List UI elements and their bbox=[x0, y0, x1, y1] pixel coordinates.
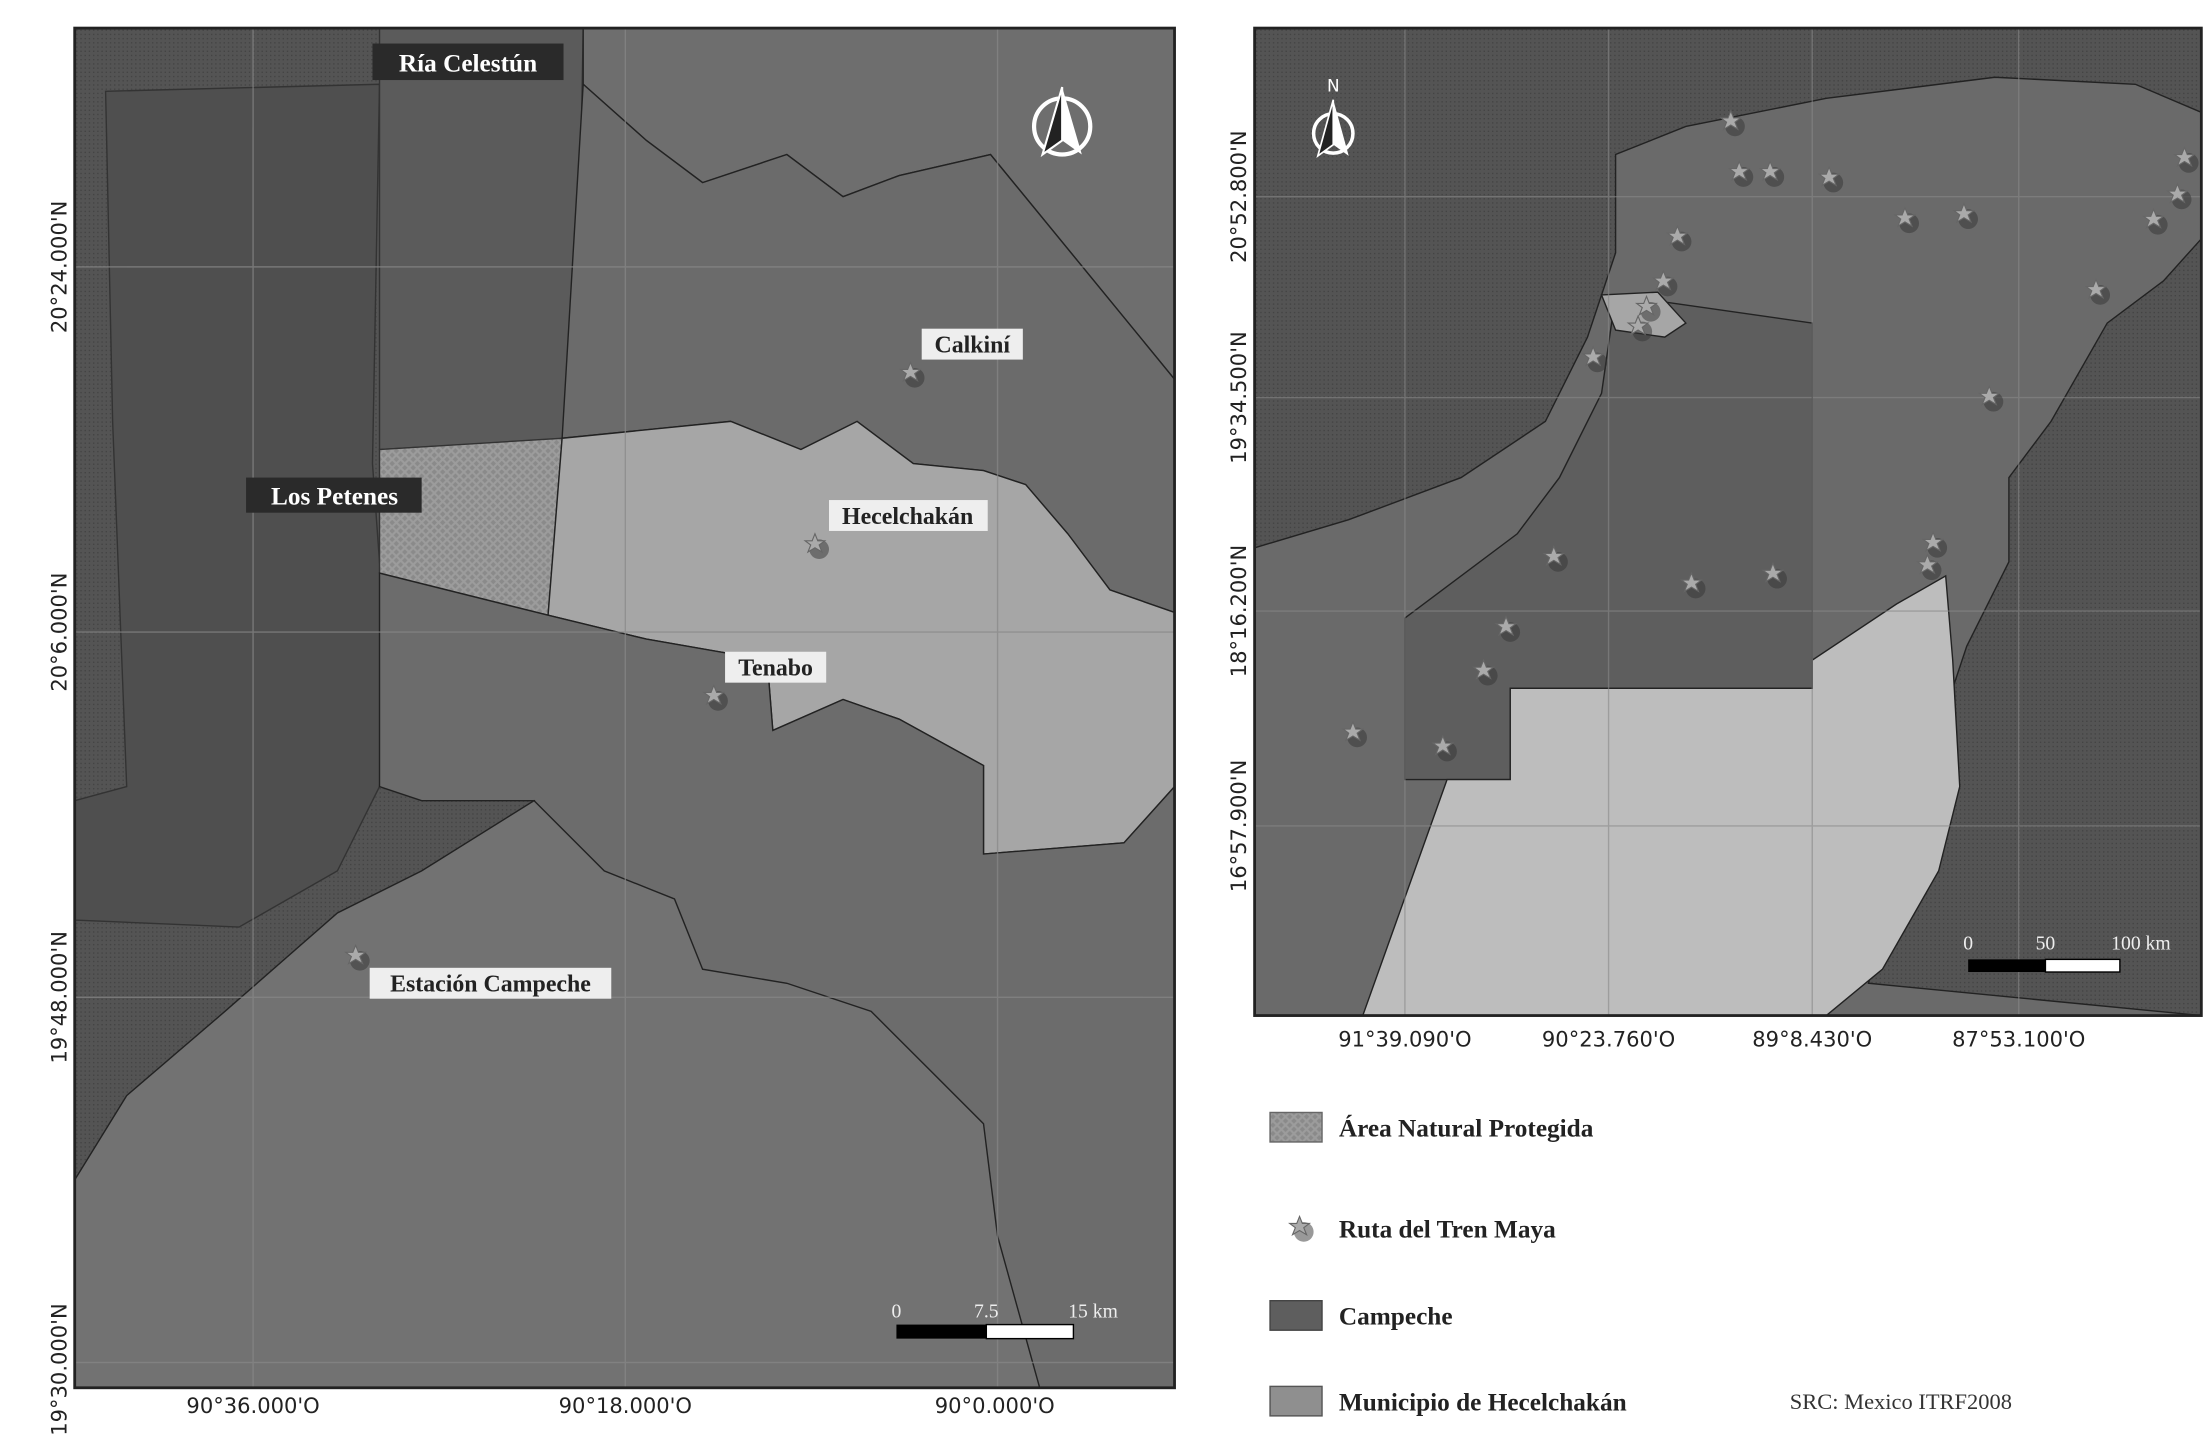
svg-text:50: 50 bbox=[2036, 933, 2056, 955]
label-estacion-campeche: Estación Campeche bbox=[390, 972, 591, 998]
svg-text:Ruta del Tren Maya: Ruta del Tren Maya bbox=[1339, 1215, 1556, 1243]
los-petenes-anp bbox=[74, 83, 388, 928]
svg-text:100 km: 100 km bbox=[2111, 933, 2171, 955]
left-lat-ticks: 20°24.000'N 20°6.000'N 19°48.000'N 19°30… bbox=[46, 201, 71, 1436]
dark-swatch bbox=[1269, 1300, 1323, 1331]
svg-text:90°23.760'O: 90°23.760'O bbox=[1542, 1026, 1675, 1051]
svg-text:18°16.200'N: 18°16.200'N bbox=[1226, 545, 1251, 677]
guatemala-belize bbox=[1362, 574, 1961, 1016]
ria-celestun-region bbox=[378, 28, 584, 451]
hatched-swatch bbox=[1269, 1111, 1323, 1143]
right-lat-ticks: 20°52.800'N 19°34.500'N 18°16.200'N 16°5… bbox=[1226, 130, 1251, 892]
svg-text:20°24.000'N: 20°24.000'N bbox=[46, 201, 71, 333]
svg-text:89°8.430'O: 89°8.430'O bbox=[1752, 1026, 1872, 1051]
scale-bar: 0 50 100 km bbox=[1963, 933, 2171, 973]
svg-text:N: N bbox=[1327, 75, 1340, 95]
svg-text:90°0.000'O: 90°0.000'O bbox=[935, 1393, 1055, 1418]
scale-bar: 0 7.5 15 km bbox=[892, 1301, 1118, 1340]
svg-text:16°57.900'N: 16°57.900'N bbox=[1226, 760, 1251, 892]
label-hecelchakan: Hecelchakán bbox=[842, 504, 973, 530]
svg-text:19°34.500'N: 19°34.500'N bbox=[1226, 331, 1251, 463]
label-los-petenes: Los Petenes bbox=[271, 482, 398, 510]
svg-text:90°36.000'O: 90°36.000'O bbox=[186, 1393, 319, 1418]
graticule bbox=[74, 28, 1175, 1388]
svg-text:20°52.800'N: 20°52.800'N bbox=[1226, 130, 1251, 262]
north-arrow-icon: N bbox=[1311, 75, 1355, 159]
left-map-frame bbox=[73, 26, 1176, 1390]
svg-text:91°39.090'O: 91°39.090'O bbox=[1338, 1026, 1471, 1051]
left-map[interactable]: Ría Celestún Los Petenes Calkiní Hecelch… bbox=[74, 28, 1175, 1388]
svg-text:Campeche: Campeche bbox=[1339, 1303, 1453, 1331]
svg-text:15 km: 15 km bbox=[1068, 1301, 1118, 1323]
svg-text:Área Natural Protegida: Área Natural Protegida bbox=[1339, 1114, 1594, 1142]
right-map-frame bbox=[1253, 26, 2203, 1017]
svg-text:0: 0 bbox=[1963, 933, 1973, 955]
legend: Área Natural Protegida Ruta del Tren May… bbox=[1269, 1111, 2012, 1417]
label-ria-celestun: Ría Celestún bbox=[399, 50, 537, 78]
svg-text:19°48.000'N: 19°48.000'N bbox=[46, 931, 71, 1063]
left-lon-ticks: 90°36.000'O 90°18.000'O 90°0.000'O bbox=[186, 1393, 1054, 1418]
star-icon bbox=[1289, 1215, 1315, 1243]
crs-note: SRC: Mexico ITRF2008 bbox=[1790, 1389, 2012, 1414]
svg-text:90°18.000'O: 90°18.000'O bbox=[559, 1393, 692, 1418]
graticule bbox=[1254, 28, 2202, 1016]
campeche-municipality bbox=[74, 799, 1041, 1388]
right-lon-ticks: 91°39.090'O 90°23.760'O 89°8.430'O 87°53… bbox=[1338, 1026, 2085, 1051]
svg-text:Municipio de Hecelchakán: Municipio de Hecelchakán bbox=[1339, 1388, 1627, 1416]
svg-text:7.5: 7.5 bbox=[974, 1301, 999, 1323]
right-map[interactable]: N 0 50 100 km bbox=[1254, 28, 2202, 1016]
label-tenabo: Tenabo bbox=[738, 656, 813, 682]
svg-text:20°6.000'N: 20°6.000'N bbox=[46, 573, 71, 692]
light-swatch bbox=[1269, 1385, 1323, 1417]
svg-text:19°30.000'N: 19°30.000'N bbox=[46, 1303, 71, 1435]
svg-text:87°53.100'O: 87°53.100'O bbox=[1952, 1026, 2085, 1051]
label-calkini: Calkiní bbox=[934, 333, 1010, 359]
north-arrow-icon bbox=[1031, 86, 1093, 158]
svg-text:0: 0 bbox=[892, 1301, 902, 1323]
